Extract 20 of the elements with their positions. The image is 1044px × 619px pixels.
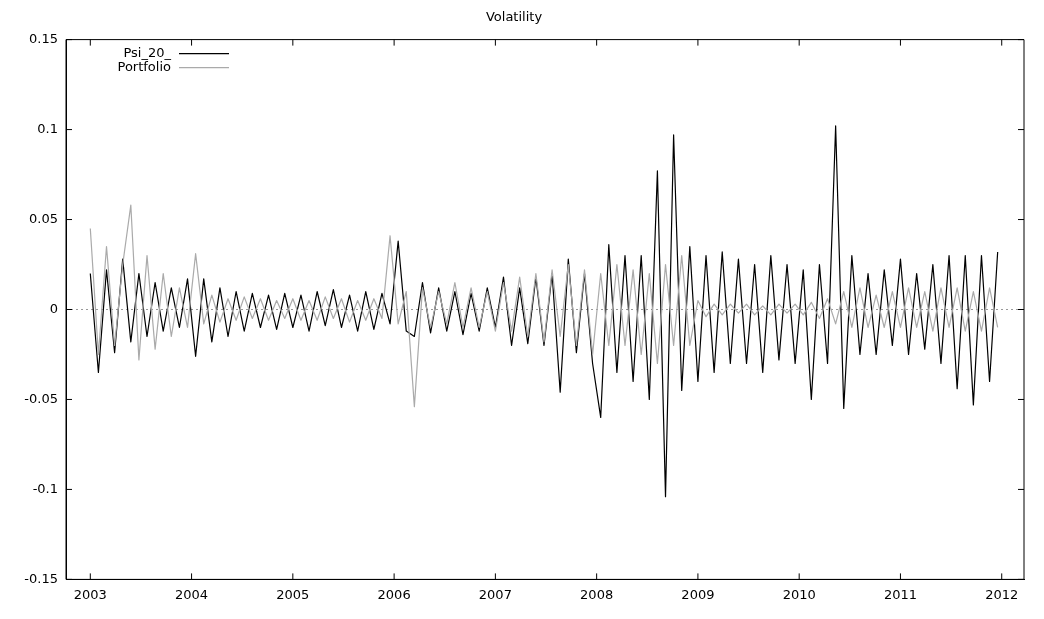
y-tick-label: -0.15	[24, 570, 58, 586]
y-tick-label: 0.1	[37, 120, 58, 136]
y-tick-label: 0.15	[29, 30, 58, 46]
y-tick-label: -0.05	[24, 390, 58, 406]
x-tick-label: 2011	[883, 586, 917, 602]
x-tick-label: 2010	[782, 586, 816, 602]
legend-label: Portfolio	[117, 58, 172, 74]
x-tick-label: 2005	[276, 586, 310, 602]
y-tick-label: 0.05	[29, 210, 58, 226]
chart-title: Volatility	[485, 9, 543, 25]
x-tick-label: 2007	[478, 586, 512, 602]
x-tick-label: 2008	[580, 586, 614, 602]
y-tick-label: -0.1	[32, 480, 58, 496]
x-tick-label: 2012	[985, 586, 1019, 602]
legend-label: Psi_20_	[123, 44, 172, 60]
y-tick-label: 0	[49, 300, 58, 316]
x-tick-label: 2006	[377, 586, 411, 602]
x-tick-label: 2009	[681, 586, 715, 602]
x-tick-label: 2004	[175, 586, 209, 602]
x-tick-label: 2003	[73, 586, 107, 602]
